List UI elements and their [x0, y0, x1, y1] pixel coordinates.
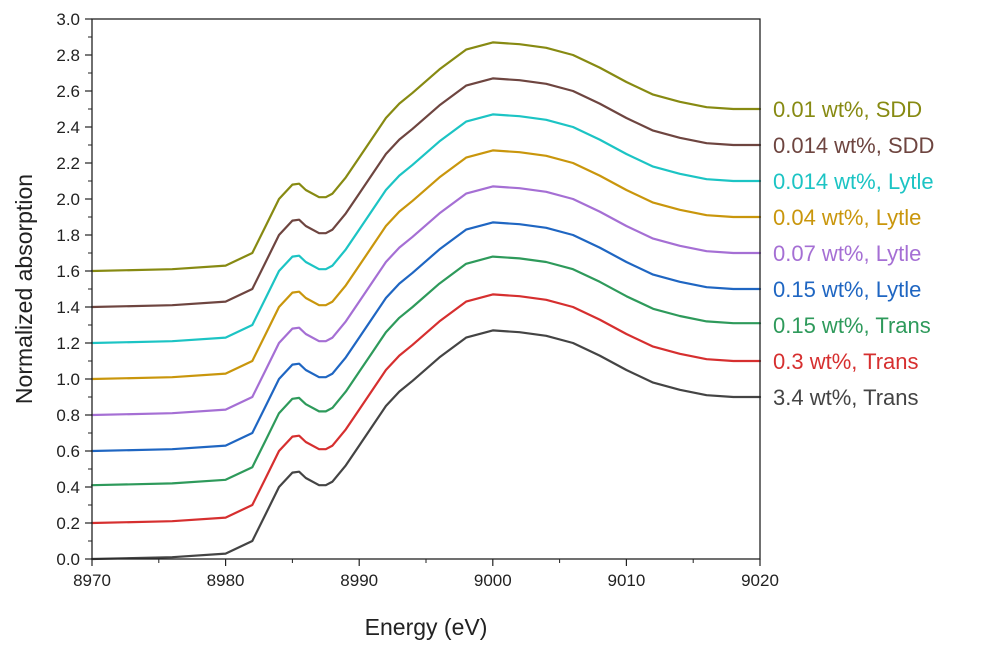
series-line: [90, 221, 762, 453]
y-tick-label: 2.6: [56, 82, 80, 101]
y-tick-label: 1.0: [56, 370, 80, 389]
legend-entry: 3.4 wt%, Trans: [773, 385, 919, 410]
y-tick-label: 1.6: [56, 262, 80, 281]
x-tick-label: 8970: [73, 571, 111, 590]
x-tick-label: 9010: [607, 571, 645, 590]
legend-entry: 0.15 wt%, Lytle: [773, 277, 921, 302]
y-tick-label: 0.6: [56, 442, 80, 461]
y-tick-label: 0.8: [56, 406, 80, 425]
legend-entry: 0.15 wt%, Trans: [773, 313, 931, 338]
legend-entry: 0.014 wt%, Lytle: [773, 169, 934, 194]
series-line: [90, 293, 762, 525]
y-tick-label: 1.2: [56, 334, 80, 353]
series-line: [90, 113, 762, 345]
y-axis-title: Normalized absorption: [11, 174, 37, 404]
series-line: [90, 185, 762, 417]
y-tick-label: 2.2: [56, 154, 80, 173]
legend: 0.01 wt%, SDD 0.014 wt%, SDD 0.014 wt%, Ly…: [773, 97, 934, 410]
legend-entry: 0.07 wt%, Lytle: [773, 241, 921, 266]
series-line: [90, 329, 762, 561]
series-line: [90, 41, 762, 273]
x-axis-title: Energy (eV): [365, 614, 488, 640]
plot-frame: [91, 18, 761, 560]
y-tick-label: 0.4: [56, 478, 80, 497]
legend-entry: 0.01 wt%, SDD: [773, 97, 922, 122]
y-tick-label: 2.4: [56, 118, 80, 137]
x-tick-label: 9020: [741, 571, 779, 590]
y-tick-label: 3.0: [56, 10, 80, 29]
y-tick-label: 1.8: [56, 226, 80, 245]
legend-entry: 0.04 wt%, Lytle: [773, 205, 921, 230]
series-group: [90, 41, 762, 561]
y-tick-label: 2.0: [56, 190, 80, 209]
series-line: [90, 77, 762, 309]
y-tick-label: 0.0: [56, 550, 80, 569]
x-tick-label: 9000: [474, 571, 512, 590]
y-axis: 0.0 0.2 0.4 0.6 0.8 1.0 1.2 1.4 1.6 1.8 2.0 2.2 2.4 2…: [56, 10, 92, 569]
x-tick-label: 8980: [207, 571, 245, 590]
x-tick-label: 8990: [340, 571, 378, 590]
series-line: [90, 255, 762, 487]
y-tick-label: 1.4: [56, 298, 80, 317]
y-tick-label: 2.8: [56, 46, 80, 65]
legend-entry: 0.3 wt%, Trans: [773, 349, 919, 374]
legend-entry: 0.014 wt%, SDD: [773, 133, 934, 158]
series-line: [90, 149, 762, 381]
x-axis: 8970 8980 8990 9000 9010 9020: [73, 559, 779, 590]
y-tick-label: 0.2: [56, 514, 80, 533]
